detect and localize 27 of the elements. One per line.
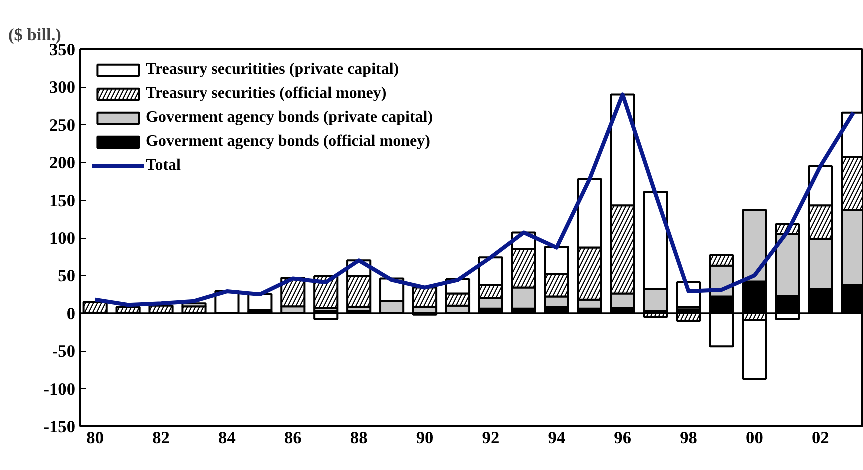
- y-tick-label: 100: [50, 229, 76, 248]
- x-tick-label: 80: [86, 428, 104, 448]
- x-tick-label: 98: [680, 428, 698, 448]
- x-tick-label: 92: [482, 428, 500, 448]
- x-tick-label: 94: [548, 428, 566, 448]
- y-tick-label: -100: [44, 380, 76, 399]
- x-tick-label: 86: [284, 428, 302, 448]
- y-tick-label: 0: [66, 304, 76, 324]
- legend-label: Goverment agency bonds (official money): [146, 133, 430, 151]
- x-tick-label: 00: [746, 428, 764, 448]
- y-tick-label: -50: [52, 342, 76, 362]
- legend-label: Treasury securities (official money): [146, 85, 387, 103]
- x-tick-label: 02: [812, 428, 830, 448]
- x-tick-label: 96: [614, 428, 632, 448]
- legend-label: Goverment agency bonds (private capital): [146, 109, 434, 127]
- legend-label: Total: [146, 157, 181, 175]
- y-tick-label: 50: [58, 266, 76, 286]
- y-tick-label: -150: [44, 418, 76, 436]
- legend-label: Treasury securitities (private capital): [146, 61, 400, 79]
- x-tick-label: 90: [416, 428, 434, 448]
- x-tick-label: 84: [218, 428, 236, 448]
- y-tick-label: 200: [50, 154, 76, 173]
- x-tick-label: 82: [152, 428, 170, 448]
- x-tick-label: 88: [350, 428, 368, 448]
- y-tick-label: 150: [50, 191, 76, 210]
- y-tick-label: 300: [50, 78, 76, 98]
- y-tick-label: 250: [50, 116, 76, 135]
